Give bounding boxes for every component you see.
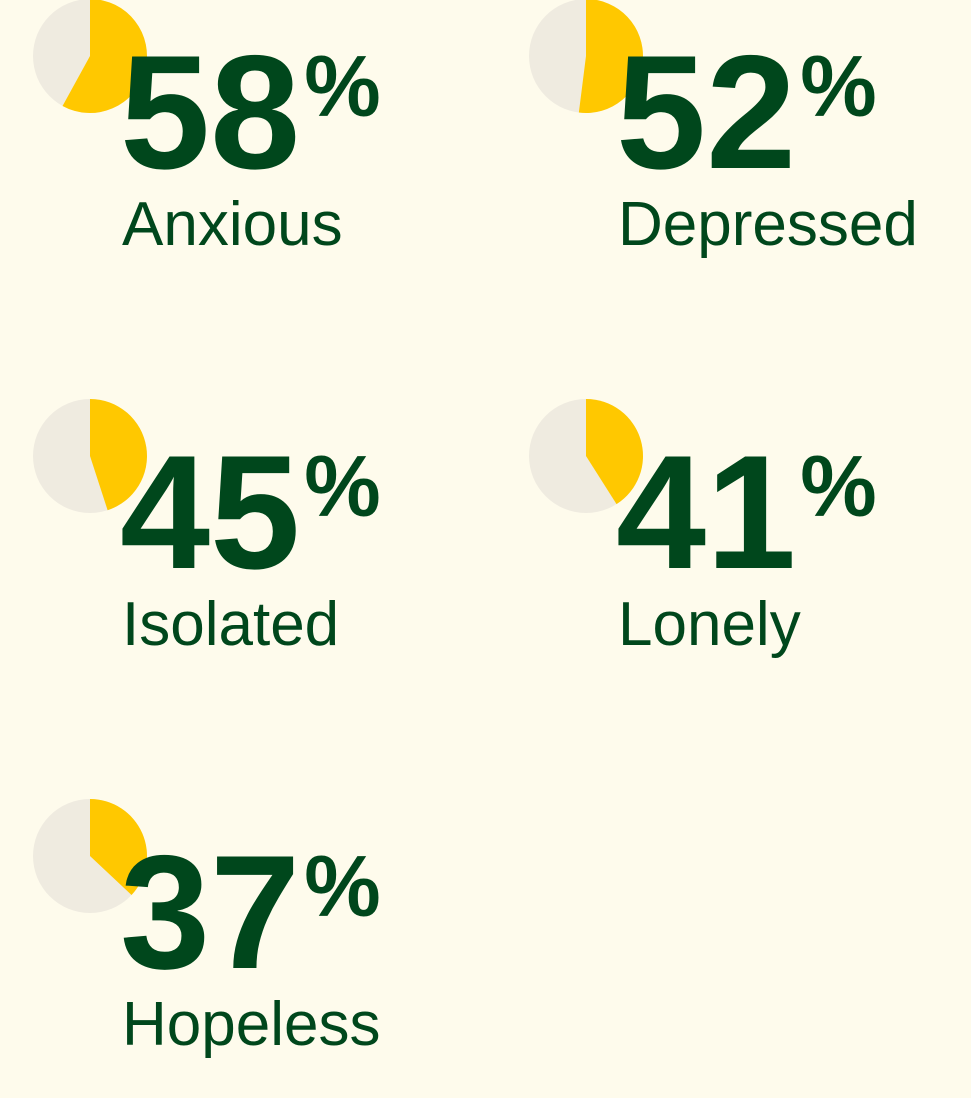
stat-unit: % — [800, 39, 876, 135]
stat-value: 52 — [616, 22, 796, 203]
stat-unit: % — [800, 439, 876, 535]
pie-slice — [62, 0, 147, 113]
pie-slice — [90, 799, 147, 896]
pie-slice — [578, 0, 643, 113]
stat-label: Lonely — [618, 590, 801, 659]
stat-value: 45 — [120, 422, 300, 603]
stat-unit: % — [304, 39, 380, 135]
stat-value: 37 — [120, 822, 300, 1003]
stat-unit: % — [304, 839, 380, 935]
stat-label: Hopeless — [122, 990, 380, 1059]
pie-slice — [90, 399, 147, 511]
stat-value: 41 — [616, 422, 796, 603]
stat-label: Anxious — [122, 190, 343, 259]
stat-value: 58 — [120, 22, 300, 203]
pie-slice — [586, 399, 643, 505]
stat-label: Isolated — [122, 590, 339, 659]
stat-label: Depressed — [618, 190, 918, 259]
stat-unit: % — [304, 439, 380, 535]
